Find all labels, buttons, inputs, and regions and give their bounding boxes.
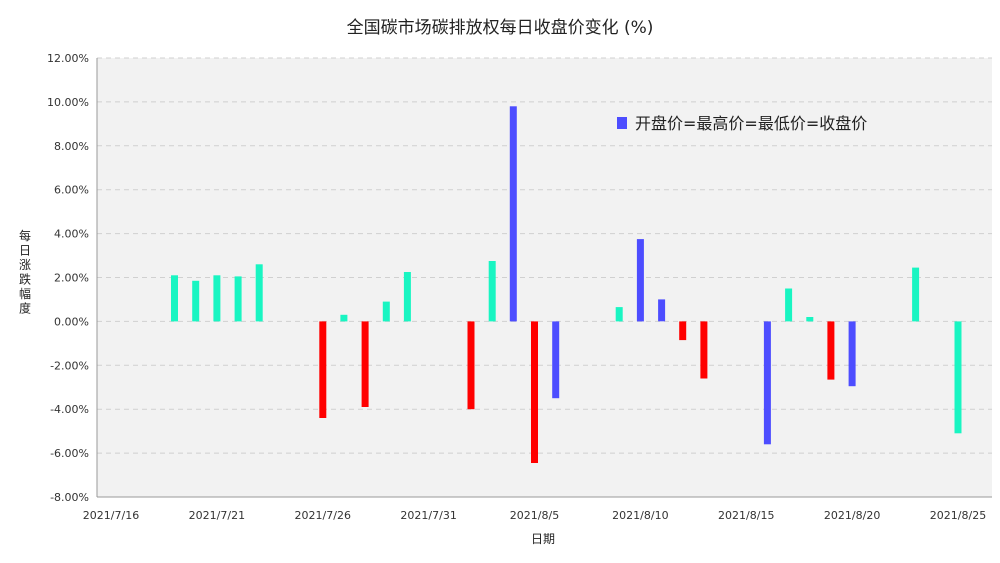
chart-title: 全国碳市场碳排放权每日收盘价变化 (%) (347, 18, 654, 38)
legend: 开盘价=最高价=最低价=收盘价 (617, 114, 867, 133)
bar (912, 267, 920, 322)
y-tick-label: 6.00% (54, 184, 89, 197)
x-axis-title: 日期 (531, 532, 555, 546)
bar (954, 321, 962, 434)
legend-label: 开盘价=最高价=最低价=收盘价 (635, 114, 867, 133)
y-tick-label: -2.00% (50, 359, 89, 372)
bar (234, 276, 242, 322)
y-tick-label: 12.00% (47, 52, 89, 65)
y-axis-ticks: -8.00% -6.00% -4.00% -2.00% 0.00% 2.00% 4.00% 6… (47, 52, 89, 504)
bar (488, 261, 496, 322)
bar (403, 272, 411, 322)
x-tick-label: 2021/8/20 (824, 509, 880, 522)
plot-area (97, 58, 992, 497)
y-axis-title: 每日涨跌幅度 (19, 228, 31, 316)
bar (785, 288, 793, 322)
x-tick-label: 2021/7/26 (295, 509, 351, 522)
bar (340, 314, 348, 322)
x-tick-label: 2021/7/16 (83, 509, 139, 522)
bar (171, 275, 178, 322)
bar (700, 321, 708, 379)
bar (658, 299, 666, 322)
bar (827, 321, 835, 380)
bar (509, 106, 517, 322)
bar (213, 275, 221, 322)
x-tick-label: 2021/8/5 (510, 509, 559, 522)
bar (467, 321, 475, 410)
bar (679, 321, 687, 341)
y-tick-label: 2.00% (54, 272, 89, 285)
bar (531, 321, 538, 463)
y-tick-label: 10.00% (47, 96, 89, 109)
bar (192, 280, 200, 322)
y-tick-label: -4.00% (50, 403, 89, 416)
bar (319, 321, 327, 418)
y-tick-label: 0.00% (54, 315, 89, 328)
bar (361, 321, 369, 407)
x-tick-label: 2021/8/25 (930, 509, 986, 522)
bar (382, 301, 390, 322)
bar (806, 317, 814, 322)
legend-swatch (617, 117, 627, 129)
bar (255, 264, 263, 322)
y-tick-label: 8.00% (54, 140, 89, 153)
bar (552, 321, 560, 399)
x-axis-ticks: 2021/7/16 2021/7/21 2021/7/26 2021/7/31 2021… (83, 509, 986, 522)
bar-series (171, 106, 962, 463)
x-tick-label: 2021/7/31 (400, 509, 456, 522)
bar (848, 321, 856, 387)
x-tick-label: 2021/8/10 (612, 509, 668, 522)
y-tick-label: -6.00% (50, 447, 89, 460)
y-tick-label: -8.00% (50, 491, 89, 504)
bar (763, 321, 771, 445)
x-tick-label: 2021/8/15 (718, 509, 774, 522)
x-tick-label: 2021/7/21 (189, 509, 245, 522)
bar (636, 239, 644, 322)
y-tick-label: 4.00% (54, 228, 89, 241)
bar (615, 307, 623, 322)
